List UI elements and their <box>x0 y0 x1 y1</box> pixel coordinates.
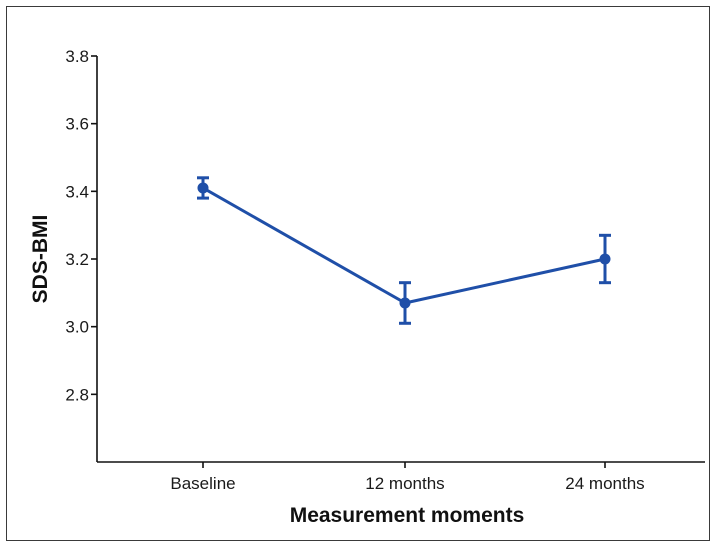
data-point <box>400 297 411 308</box>
data-point <box>198 182 209 193</box>
y-ticks: 2.8 3.0 3.2 3.4 3.6 3.8 <box>65 47 97 404</box>
y-axis-title: SDS-BMI <box>29 215 52 304</box>
y-tick-label: 3.0 <box>65 318 89 337</box>
x-ticks: Baseline 12 months 24 months <box>170 462 644 493</box>
axes <box>97 56 705 462</box>
x-tick-label: 24 months <box>565 474 644 493</box>
y-tick-label: 3.2 <box>65 250 89 269</box>
y-tick-label: 3.6 <box>65 115 89 134</box>
x-tick-label: 12 months <box>365 474 444 493</box>
x-tick-label: Baseline <box>170 474 235 493</box>
x-axis-title: Measurement moments <box>290 504 525 527</box>
data-point <box>600 254 611 265</box>
y-tick-label: 3.8 <box>65 47 89 66</box>
y-tick-label: 3.4 <box>65 182 89 201</box>
y-tick-label: 2.8 <box>65 385 89 404</box>
series-group <box>197 178 611 323</box>
